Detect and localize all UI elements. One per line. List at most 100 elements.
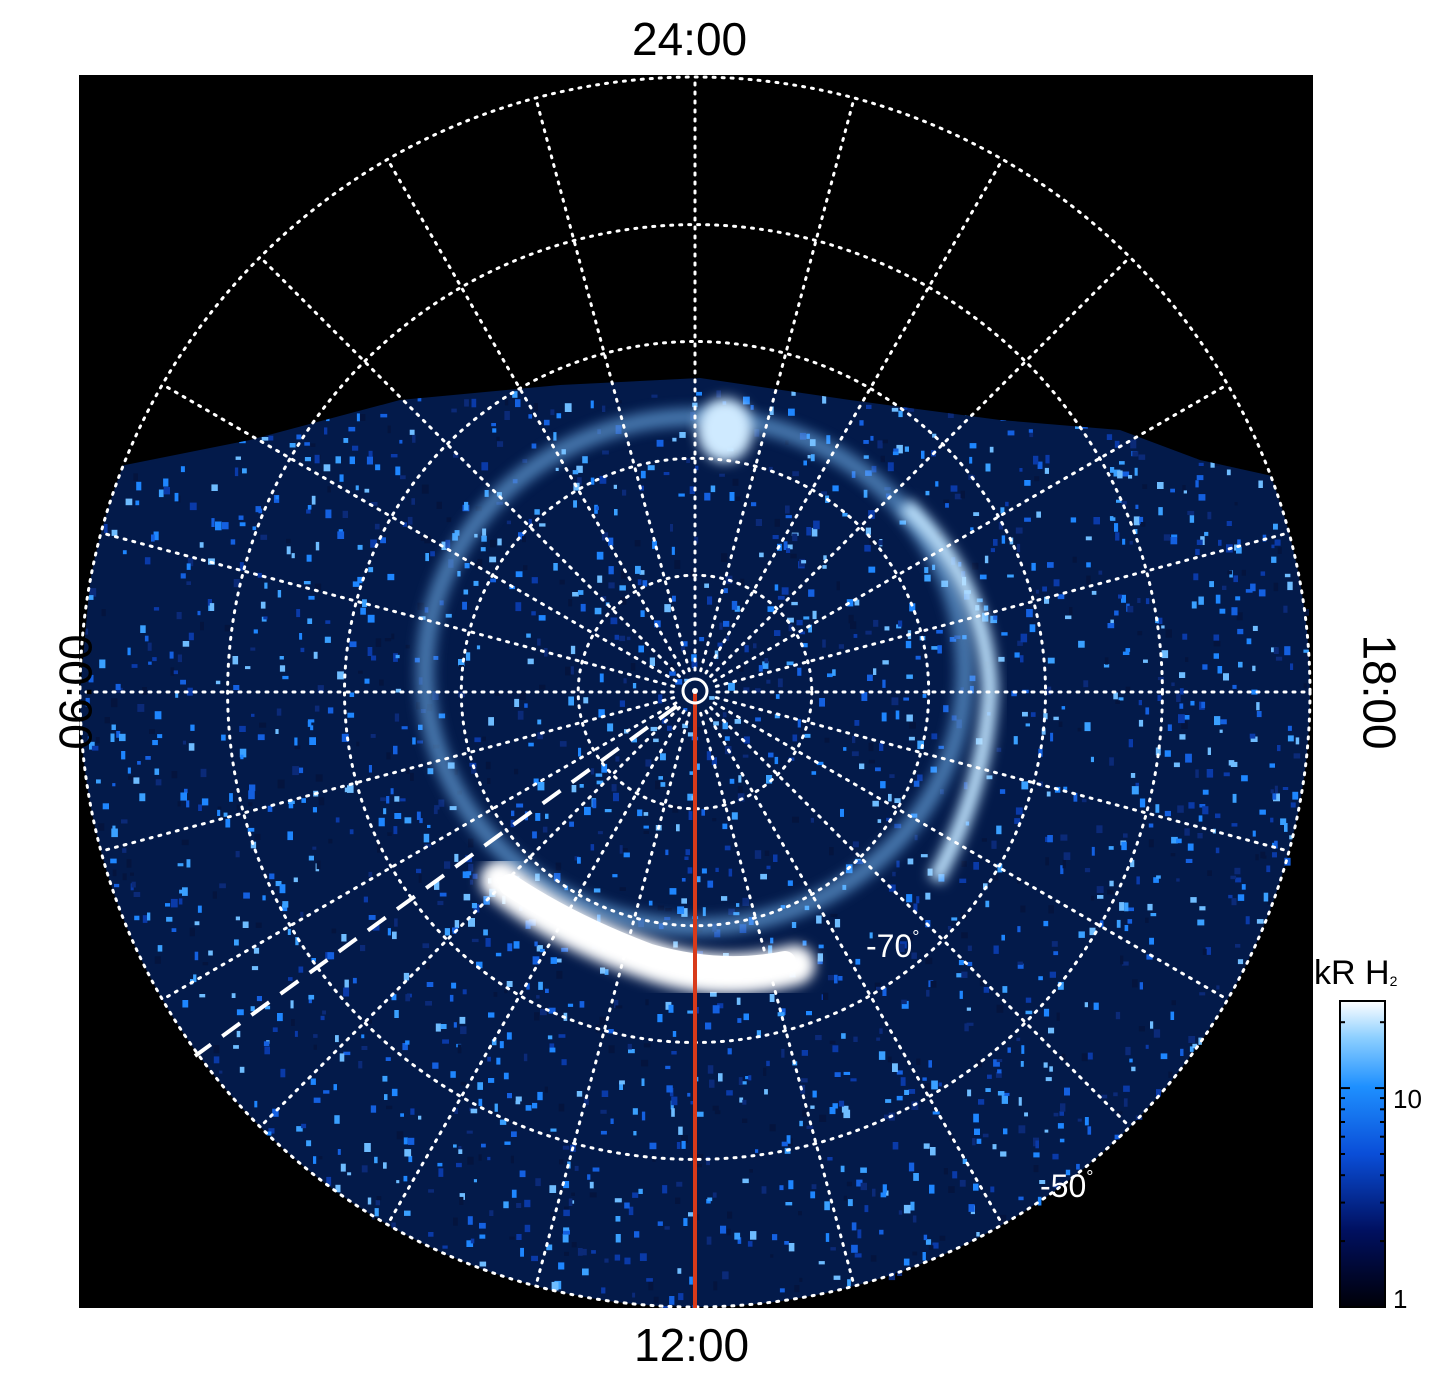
emission-pixel (449, 994, 454, 1002)
emission-pixel (416, 868, 422, 874)
emission-pixel (894, 823, 902, 829)
emission-pixel (1117, 470, 1123, 479)
emission-pixel (257, 734, 265, 741)
emission-pixel (420, 535, 426, 541)
emission-pixel (991, 840, 997, 849)
emission-pixel (1245, 589, 1253, 593)
emission-pixel (1147, 903, 1153, 911)
emission-pixel (951, 917, 958, 921)
emission-pixel (407, 516, 413, 525)
emission-pixel (306, 509, 311, 514)
emission-pixel (891, 407, 899, 412)
emission-pixel (777, 678, 783, 688)
emission-pixel (1235, 944, 1241, 948)
emission-pixel (425, 553, 429, 562)
emission-pixel (135, 500, 140, 506)
emission-pixel (1258, 480, 1263, 488)
emission-pixel (189, 927, 195, 937)
emission-pixel (363, 896, 368, 903)
emission-pixel (908, 1162, 915, 1172)
emission-pixel (665, 849, 669, 856)
emission-pixel (619, 845, 623, 854)
emission-pixel (462, 601, 467, 610)
emission-pixel (421, 484, 429, 494)
emission-pixel (1013, 736, 1018, 745)
emission-pixel (802, 1109, 808, 1117)
emission-pixel (89, 741, 95, 750)
emission-pixel (1061, 706, 1066, 710)
latitude-value: -70 (866, 928, 913, 964)
emission-pixel (180, 573, 186, 579)
emission-pixel (251, 966, 259, 971)
emission-pixel (396, 1180, 400, 1184)
emission-pixel (1031, 562, 1036, 571)
emission-pixel (687, 732, 694, 737)
emission-pixel (597, 575, 603, 583)
emission-pixel (846, 599, 854, 607)
emission-pixel (386, 1105, 393, 1110)
emission-pixel (810, 454, 815, 462)
emission-pixel (884, 626, 890, 631)
emission-pixel (1271, 544, 1275, 549)
emission-pixel (551, 1281, 559, 1291)
emission-pixel (1024, 480, 1031, 486)
emission-pixel (1223, 772, 1230, 777)
emission-pixel (658, 776, 663, 780)
emission-pixel (628, 1049, 635, 1054)
midnight-spot (697, 398, 753, 462)
emission-pixel (1007, 574, 1014, 578)
emission-pixel (211, 518, 215, 527)
emission-pixel (1157, 617, 1163, 624)
emission-pixel (624, 1202, 630, 1209)
emission-pixel (1070, 517, 1077, 523)
emission-pixel (701, 809, 705, 816)
emission-pixel (171, 928, 177, 932)
emission-pixel (563, 1181, 570, 1189)
emission-pixel (531, 443, 537, 449)
emission-pixel (188, 632, 194, 641)
emission-pixel (392, 931, 397, 940)
emission-pixel (1125, 648, 1131, 652)
emission-pixel (98, 823, 105, 831)
emission-pixel (713, 1281, 718, 1291)
emission-pixel (599, 475, 607, 484)
emission-pixel (1103, 664, 1110, 668)
emission-pixel (1059, 1111, 1064, 1116)
emission-pixel (1213, 634, 1220, 641)
emission-pixel (1106, 434, 1113, 440)
emission-pixel (714, 1110, 721, 1115)
emission-pixel (1125, 686, 1131, 694)
emission-pixel (872, 800, 879, 807)
emission-pixel (764, 658, 769, 664)
emission-pixel (1199, 992, 1206, 996)
emission-pixel (681, 908, 688, 917)
emission-pixel (481, 1143, 486, 1148)
emission-pixel (553, 432, 557, 441)
emission-pixel (288, 804, 294, 809)
emission-pixel (706, 751, 711, 761)
emission-pixel (673, 941, 678, 948)
emission-pixel (788, 408, 795, 416)
emission-pixel (480, 547, 486, 552)
emission-pixel (972, 1138, 976, 1146)
emission-pixel (1241, 775, 1248, 782)
emission-pixel (1227, 570, 1233, 575)
emission-pixel (190, 724, 195, 731)
emission-pixel (362, 599, 367, 608)
emission-pixel (335, 817, 340, 823)
emission-pixel (177, 801, 181, 807)
emission-pixel (404, 1149, 412, 1157)
emission-pixel (310, 725, 314, 731)
emission-pixel (479, 1234, 486, 1239)
emission-pixel (764, 850, 770, 856)
emission-pixel (985, 463, 991, 472)
emission-pixel (473, 580, 479, 586)
emission-pixel (306, 554, 312, 562)
emission-pixel (464, 501, 469, 511)
emission-pixel (637, 579, 642, 586)
emission-pixel (893, 448, 899, 452)
emission-pixel (678, 1126, 683, 1135)
emission-pixel (471, 765, 477, 774)
emission-pixel (973, 1183, 979, 1191)
emission-pixel (527, 658, 534, 665)
